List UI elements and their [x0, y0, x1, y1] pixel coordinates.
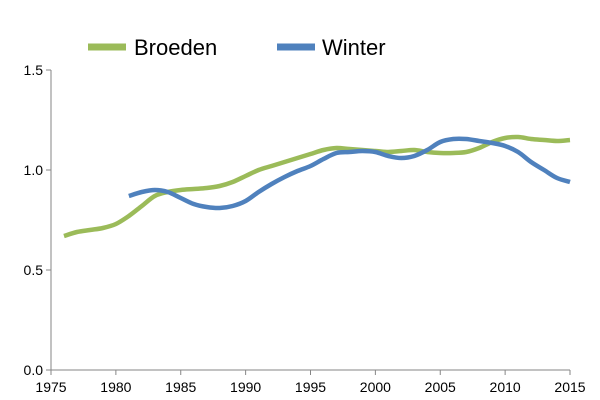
legend-item-winter: Winter: [277, 35, 386, 60]
y-tick-label: 1.0: [24, 162, 44, 178]
series-line-broeden: [63, 134, 571, 239]
y-tick-label: 1.5: [24, 62, 44, 78]
x-tick-label: 1995: [295, 379, 326, 395]
x-tick-label: 2015: [554, 379, 585, 395]
y-tick-label: 0.5: [24, 262, 44, 278]
x-tick-label: 1985: [165, 379, 196, 395]
y-tick-label: 0.0: [24, 362, 44, 378]
legend-label: Broeden: [134, 35, 217, 60]
legend-label: Winter: [322, 35, 386, 60]
x-tick-label: 1990: [230, 379, 261, 395]
series-line-winter: [128, 136, 571, 211]
legend: Broeden Winter: [88, 35, 386, 60]
series-lines: [63, 134, 571, 239]
x-tick-label: 1975: [35, 379, 66, 395]
x-tick-label: 2005: [425, 379, 456, 395]
x-tick-label: 2010: [490, 379, 521, 395]
x-tick-label: 1980: [100, 379, 131, 395]
legend-item-broeden: Broeden: [88, 35, 217, 60]
axes: 0.0 0.5 1.0 1.5 1975 1980 1985 1990 1995 2000 2005…: [24, 62, 586, 395]
x-tick-label: 2000: [360, 379, 391, 395]
